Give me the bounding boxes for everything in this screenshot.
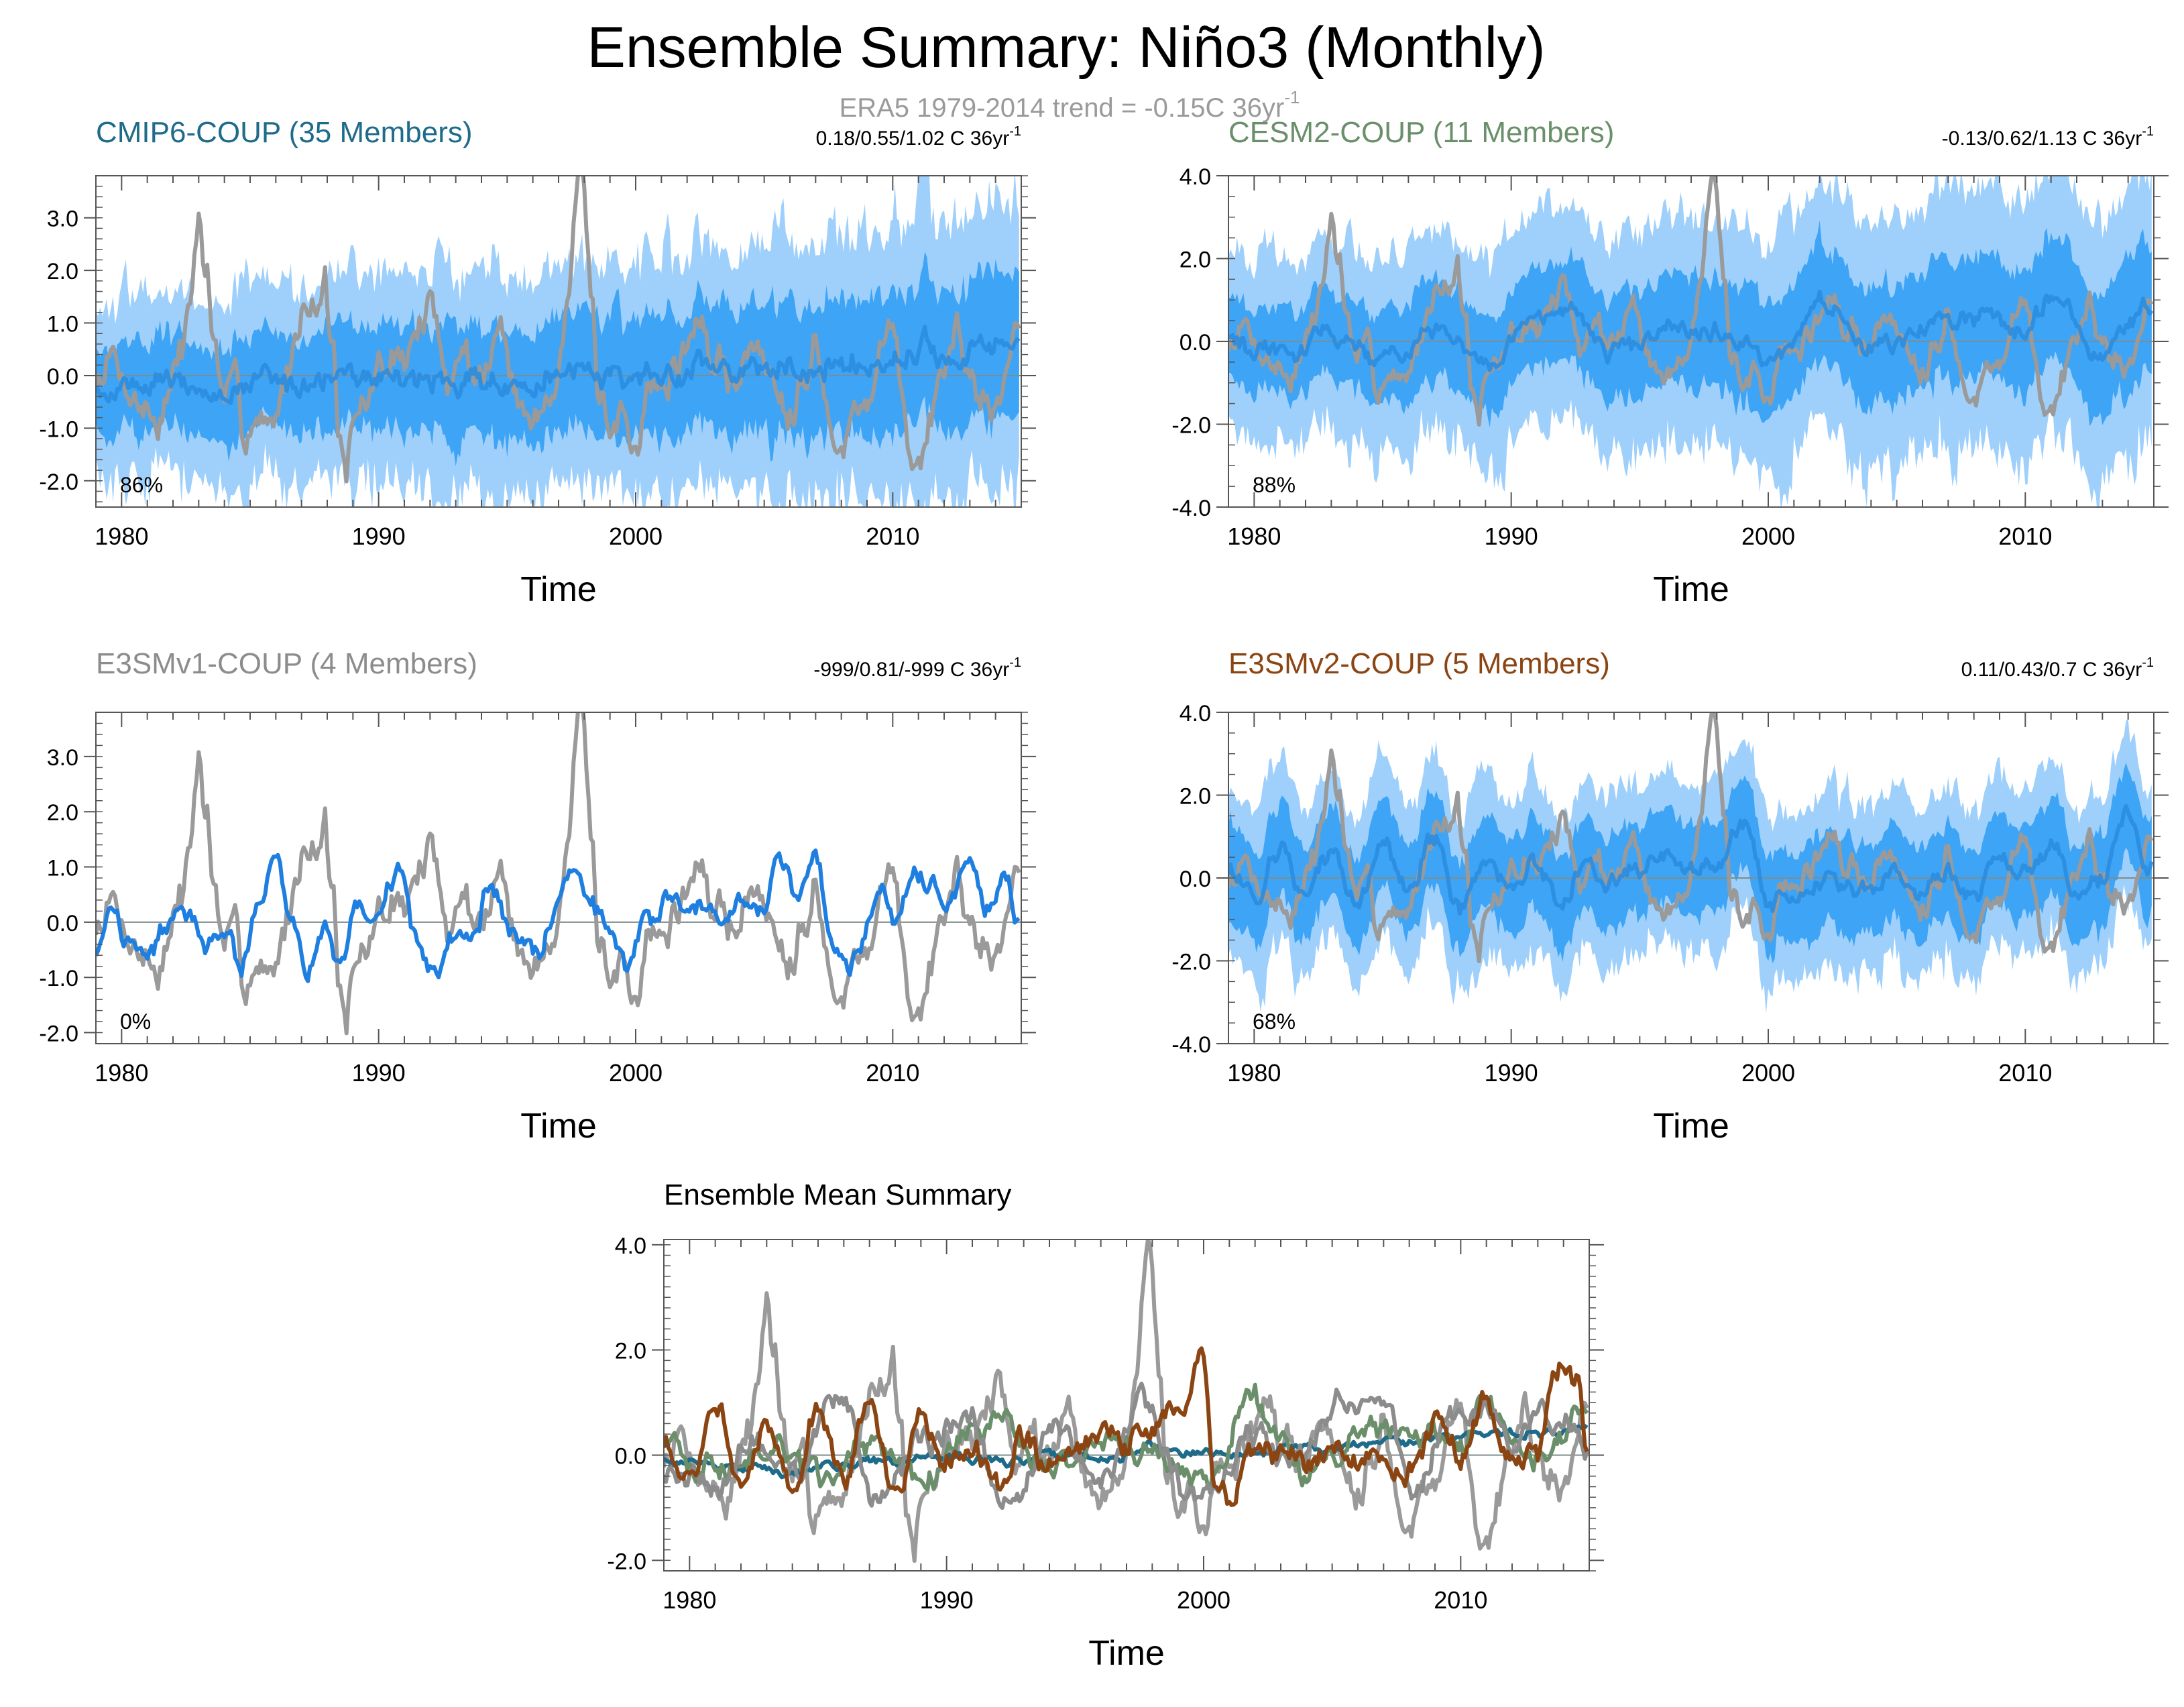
x-tick-label: 1980 (1227, 1059, 1281, 1087)
trend-text: -999/0.81/-999 C 36yr (813, 659, 1009, 681)
x-tick-label: 1990 (920, 1586, 974, 1614)
x-tick-label: 2000 (1741, 1059, 1795, 1087)
subtitle-text: ERA5 1979-2014 trend = -0.15C 36yr (840, 93, 1285, 123)
y-tick-label: 1.0 (47, 856, 78, 881)
y-tick-label: 0.0 (47, 364, 78, 390)
x-tick-label: 2000 (1741, 522, 1795, 550)
era5-line (1228, 712, 2154, 964)
trend-superscript: -1 (2142, 124, 2154, 139)
x-tick-label: 1980 (1227, 522, 1281, 550)
x-axis-label: Time (520, 570, 597, 609)
plot-area (96, 176, 1021, 507)
x-tick-label: 2010 (1998, 522, 2052, 550)
y-tick-label: -2.0 (39, 470, 78, 495)
y-tick-label: -2.0 (1171, 413, 1211, 439)
x-axis-label: Time (520, 1107, 597, 1146)
ensemble-mean-line (96, 325, 1021, 405)
era5-line (1228, 176, 2154, 427)
trend-superscript: -1 (2142, 655, 2154, 670)
trend-label: -0.13/0.62/1.13 C 36yr-1 (1942, 124, 2154, 150)
y-tick-label: 2.0 (1180, 784, 1211, 810)
y-tick-label: 0.0 (47, 911, 78, 936)
plot-area (1228, 176, 2154, 507)
trend-label: 0.18/0.55/1.02 C 36yr-1 (816, 124, 1021, 150)
x-axis-label: Time (1653, 570, 1729, 609)
era5-line (664, 1240, 1589, 1563)
trend-text: 0.11/0.43/0.7 C 36yr (1961, 659, 2142, 681)
series-line-e3smv2-coup (664, 1346, 1589, 1507)
x-tick-label: 1990 (1485, 522, 1538, 550)
panel-cmip6: CMIP6-COUP (35 Members) 0.18/0.55/1.02 C … (39, 116, 1036, 609)
percent-label: 86% (120, 473, 163, 497)
panel-e3smv2: E3SMv2-COUP (5 Members) 0.11/0.43/0.7 C 3… (1171, 647, 2169, 1146)
trend-superscript: -1 (1009, 655, 1021, 670)
y-tick-label: 1.0 (47, 312, 78, 337)
panel-title: Ensemble Mean Summary (664, 1178, 1011, 1211)
panel-e3smv1: E3SMv1-COUP (4 Members) -999/0.81/-999 C … (39, 647, 1036, 1146)
x-tick-label: 1990 (352, 1059, 406, 1087)
y-tick-label: 2.0 (47, 800, 78, 826)
x-tick-label: 2000 (609, 522, 663, 550)
x-tick-label: 1980 (663, 1586, 716, 1614)
panel-cesm2: CESM2-COUP (11 Members) -0.13/0.62/1.13 C… (1171, 116, 2169, 609)
plot-area (1228, 712, 2154, 1014)
percent-label: 68% (1253, 1009, 1296, 1034)
figure-title: Ensemble Summary: Niño3 (Monthly) (587, 15, 1545, 80)
x-axis-label: Time (1088, 1634, 1165, 1673)
y-tick-label: 4.0 (1180, 701, 1211, 726)
series-line-e3smv1-coup (664, 1381, 1589, 1510)
trend-text: -0.13/0.62/1.13 C 36yr (1942, 127, 2142, 150)
plot-area (664, 1240, 1589, 1563)
panel-title: E3SMv2-COUP (5 Members) (1228, 647, 1610, 680)
trend-label: 0.11/0.43/0.7 C 36yr-1 (1961, 655, 2154, 681)
panel-title: E3SMv1-COUP (4 Members) (96, 647, 477, 680)
y-tick-label: -2.0 (1171, 950, 1211, 975)
x-axis-label: Time (1653, 1107, 1729, 1146)
ensemble-mean-line (1228, 290, 2154, 372)
plot-area (96, 712, 1021, 1036)
y-tick-label: 4.0 (615, 1233, 646, 1259)
era5-line (96, 712, 1021, 1036)
panel-mean_summary: Ensemble Mean Summary 1980 1990 2000 2010 Tim… (607, 1178, 1604, 1673)
y-tick-label: -4.0 (1171, 496, 1211, 521)
x-tick-label: 1980 (95, 1059, 148, 1087)
y-tick-label: 2.0 (1180, 247, 1211, 273)
model-line (96, 848, 1021, 983)
x-tick-label: 1990 (352, 522, 406, 550)
panels: CMIP6-COUP (35 Members) 0.18/0.55/1.02 C … (39, 116, 2169, 1673)
panel-title: CMIP6-COUP (35 Members) (96, 116, 473, 149)
x-tick-label: 1980 (95, 522, 148, 550)
trend-superscript: -1 (1009, 124, 1021, 139)
panel-title: CESM2-COUP (11 Members) (1228, 116, 1614, 149)
y-tick-label: 0.0 (1180, 867, 1211, 892)
y-tick-label: 3.0 (47, 207, 78, 232)
trend-text: 0.18/0.55/1.02 C 36yr (816, 127, 1010, 150)
y-tick-label: 3.0 (47, 745, 78, 771)
x-tick-label: 2010 (1998, 1059, 2052, 1087)
y-tick-label: 4.0 (1180, 164, 1211, 190)
x-tick-label: 2010 (1434, 1586, 1487, 1614)
era5-line (96, 176, 1021, 484)
x-tick-label: 2000 (609, 1059, 663, 1087)
y-tick-label: 0.0 (615, 1443, 646, 1469)
trend-label: -999/0.81/-999 C 36yr-1 (813, 655, 1021, 681)
ensemble-mean-line (1228, 804, 2154, 916)
x-tick-label: 2000 (1177, 1586, 1230, 1614)
percent-label: 88% (1253, 473, 1296, 497)
x-tick-label: 1990 (1485, 1059, 1538, 1087)
percent-label: 0% (120, 1009, 151, 1034)
y-tick-label: -1.0 (39, 417, 78, 442)
x-tick-label: 2010 (866, 1059, 919, 1087)
y-tick-label: -2.0 (39, 1022, 78, 1047)
y-tick-label: -1.0 (39, 966, 78, 991)
y-tick-label: -4.0 (1171, 1032, 1211, 1058)
y-tick-label: 2.0 (615, 1339, 646, 1364)
y-tick-label: 2.0 (47, 259, 78, 284)
subtitle-superscript: -1 (1284, 87, 1300, 107)
y-tick-label: -2.0 (607, 1549, 646, 1574)
y-tick-label: 0.0 (1180, 330, 1211, 355)
x-tick-label: 2010 (866, 522, 919, 550)
figure-subtitle: ERA5 1979-2014 trend = -0.15C 36yr-1 (840, 87, 1300, 123)
